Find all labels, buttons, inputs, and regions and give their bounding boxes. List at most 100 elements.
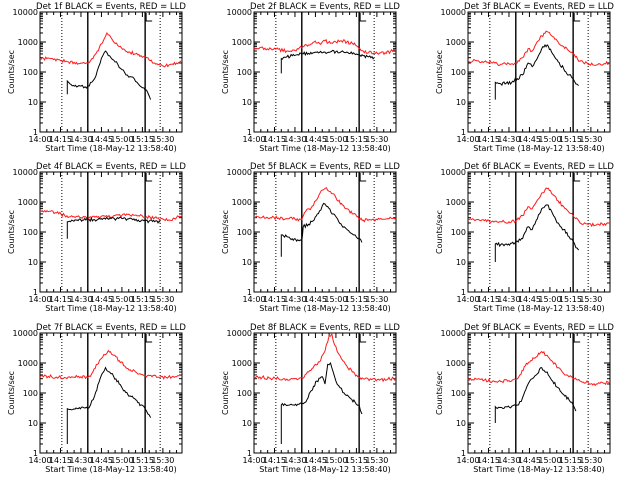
y-tick-label: 10 xyxy=(242,98,252,107)
x-axis-label: Start Time (18-May-12 13:58:40) xyxy=(45,465,176,474)
x-tick-label: 14:15 xyxy=(263,456,286,465)
panel-title: Det 6f BLACK = Events, RED = LLD xyxy=(464,162,614,172)
x-tick-label: 15:15 xyxy=(345,135,368,144)
panel-title: Det 7f BLACK = Events, RED = LLD xyxy=(36,323,186,333)
x-axis-label: Start Time (18-May-12 13:58:40) xyxy=(259,144,390,153)
x-tick-label: 14:00 xyxy=(28,135,51,144)
lld-series-line xyxy=(467,30,611,67)
x-tick-label: 15:30 xyxy=(579,295,602,304)
y-axis-label: Counts/sec xyxy=(7,210,16,254)
y-tick-label: 1000 xyxy=(232,198,252,207)
y-axis-label: Counts/sec xyxy=(221,210,230,254)
panel-title: Det 9f BLACK = Events, RED = LLD xyxy=(464,323,614,333)
y-tick-label: 1 xyxy=(33,449,38,458)
plot-frame xyxy=(253,11,397,133)
panel-title: Det 1f BLACK = Events, RED = LLD xyxy=(36,2,186,12)
panel-title: Det 8f BLACK = Events, RED = LLD xyxy=(250,323,400,333)
y-tick-label: 100 xyxy=(451,389,466,398)
y-tick-label: 100 xyxy=(23,389,38,398)
x-tick-label: 15:15 xyxy=(131,135,154,144)
lld-series-line xyxy=(253,38,397,56)
lld-series-line xyxy=(467,187,610,228)
x-tick-label: 14:30 xyxy=(283,456,306,465)
events-series-line xyxy=(494,204,580,262)
y-tick-label: 10000 xyxy=(227,168,252,177)
panel-2: Det 2f BLACK = Events, RED = LLD 1 10 100 10… xyxy=(221,2,400,153)
y-axis-label: Counts/sec xyxy=(221,371,230,415)
x-tick-label: 14:45 xyxy=(304,456,327,465)
panel-8: Det 8f BLACK = Events, RED = LLD 1 10 100 10… xyxy=(221,323,400,474)
bracket-mark xyxy=(573,13,581,22)
y-tick-label: 100 xyxy=(23,68,38,77)
panel-title: Det 4f BLACK = Events, RED = LLD xyxy=(36,162,186,172)
events-series-line xyxy=(494,44,579,100)
x-tick-label: 14:15 xyxy=(263,135,286,144)
y-tick-label: 100 xyxy=(451,228,466,237)
x-tick-label: 14:30 xyxy=(497,135,520,144)
y-tick-label: 100 xyxy=(237,389,252,398)
lld-series-line xyxy=(467,350,611,387)
y-tick-label: 10 xyxy=(456,419,466,428)
y-tick-label: 10 xyxy=(456,98,466,107)
y-tick-label: 10000 xyxy=(13,168,38,177)
panel-5: Det 5f BLACK = Events, RED = LLD 1 10 100 10… xyxy=(221,162,400,313)
x-tick-label: 15:30 xyxy=(151,135,174,144)
x-tick-label: 15:00 xyxy=(324,295,347,304)
x-tick-label: 15:15 xyxy=(345,295,368,304)
y-tick-label: 10000 xyxy=(441,8,466,17)
y-tick-label: 1000 xyxy=(18,359,38,368)
x-tick-label: 14:45 xyxy=(90,456,113,465)
x-tick-label: 14:30 xyxy=(69,135,92,144)
x-tick-label: 15:00 xyxy=(538,295,561,304)
x-tick-label: 15:15 xyxy=(559,295,582,304)
y-tick-label: 1 xyxy=(247,128,252,137)
y-tick-label: 1000 xyxy=(18,38,38,47)
bracket-mark xyxy=(573,173,581,182)
y-tick-label: 1000 xyxy=(446,38,466,47)
x-tick-label: 14:15 xyxy=(477,135,500,144)
x-tick-label: 14:15 xyxy=(49,295,72,304)
plot-frame xyxy=(253,171,397,293)
x-tick-label: 15:00 xyxy=(110,456,133,465)
x-axis-label: Start Time (18-May-12 13:58:40) xyxy=(259,304,390,313)
bracket-mark xyxy=(145,334,153,343)
x-tick-label: 15:15 xyxy=(559,135,582,144)
plot-frame xyxy=(467,171,611,293)
x-axis-label: Start Time (18-May-12 13:58:40) xyxy=(45,304,176,313)
x-tick-label: 15:15 xyxy=(131,295,154,304)
lld-series-line xyxy=(253,332,397,383)
y-tick-label: 1000 xyxy=(232,38,252,47)
x-tick-label: 14:15 xyxy=(477,456,500,465)
events-series-line xyxy=(280,361,363,444)
bracket-mark xyxy=(359,334,367,343)
x-tick-label: 15:30 xyxy=(151,456,174,465)
plot-frame xyxy=(39,11,183,133)
plot-frame xyxy=(39,332,183,454)
y-tick-label: 1 xyxy=(247,288,252,297)
x-tick-label: 15:00 xyxy=(110,135,133,144)
panel-4: Det 4f BLACK = Events, RED = LLD 1 10 100 10… xyxy=(7,162,186,313)
x-tick-label: 15:15 xyxy=(131,456,154,465)
plot-frame xyxy=(39,171,183,293)
plot-frame xyxy=(467,11,611,133)
events-series-line xyxy=(66,216,161,239)
panel-title: Det 5f BLACK = Events, RED = LLD xyxy=(250,162,400,172)
x-tick-label: 14:15 xyxy=(49,456,72,465)
y-tick-label: 10000 xyxy=(13,329,38,338)
x-tick-label: 14:00 xyxy=(456,135,479,144)
y-tick-label: 1 xyxy=(247,449,252,458)
events-series-line xyxy=(66,50,152,100)
y-tick-label: 1 xyxy=(461,449,466,458)
x-tick-label: 15:00 xyxy=(538,135,561,144)
x-tick-label: 14:45 xyxy=(90,135,113,144)
x-axis-label: Start Time (18-May-12 13:58:40) xyxy=(473,304,604,313)
x-tick-label: 14:00 xyxy=(242,135,265,144)
panel-title: Det 3f BLACK = Events, RED = LLD xyxy=(464,2,614,12)
y-axis-label: Counts/sec xyxy=(7,371,16,415)
x-tick-label: 15:15 xyxy=(345,456,368,465)
panel-7: Det 7f BLACK = Events, RED = LLD 1 10 100 10… xyxy=(7,323,186,474)
events-series-line xyxy=(280,202,363,257)
x-tick-label: 15:00 xyxy=(324,456,347,465)
x-tick-label: 14:15 xyxy=(477,295,500,304)
